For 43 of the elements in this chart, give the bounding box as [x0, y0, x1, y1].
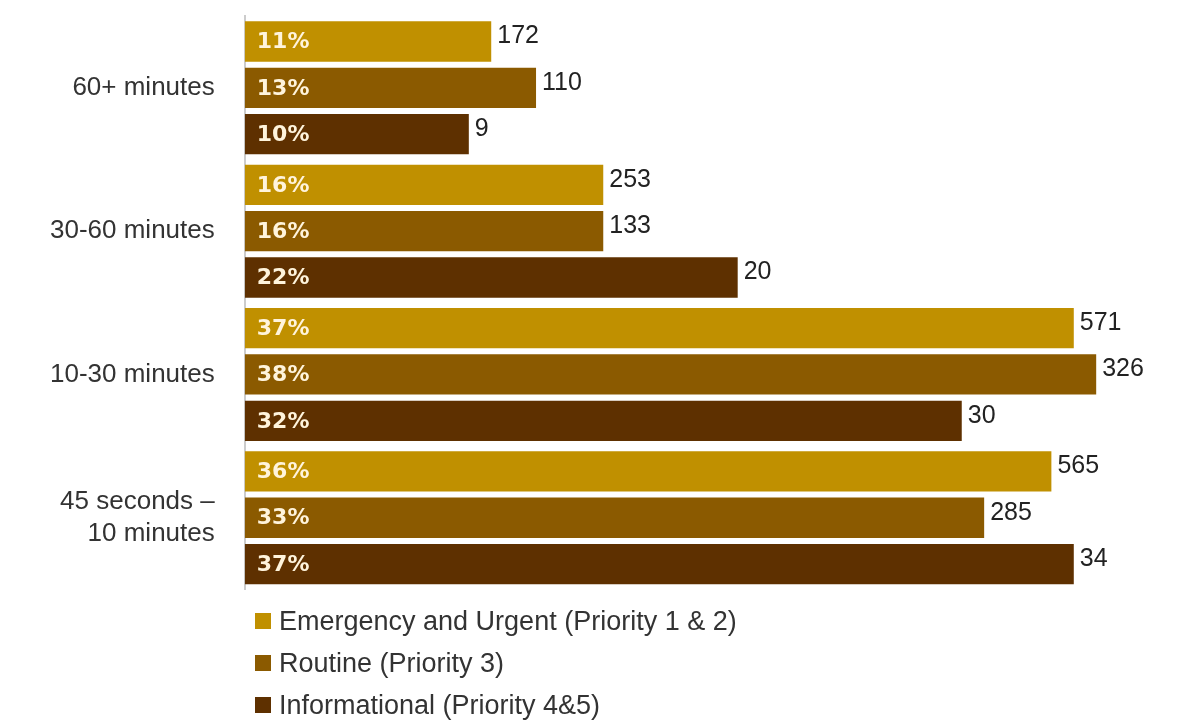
bar — [244, 354, 1097, 395]
annotation: 571 — [1079, 307, 1122, 336]
annotation: 253 — [609, 163, 651, 192]
bar — [244, 307, 1074, 349]
bar — [244, 257, 738, 298]
annotation: 133 — [609, 210, 651, 239]
legend-label: Emergency and Urgent (Priority 1 & 2) — [279, 605, 737, 637]
data-label: 37% — [256, 550, 310, 576]
data-label: 16% — [256, 217, 310, 243]
y-tick-label: 30-60 minutes — [49, 214, 215, 245]
y-tick-label: 60+ minutes — [72, 71, 215, 102]
annotation: 9 — [474, 113, 489, 142]
bar — [244, 114, 469, 155]
y-tick-label: 45 seconds – 10 minutes — [60, 485, 216, 547]
data-label: 13% — [256, 74, 310, 100]
text: 326 — [1102, 353, 1144, 382]
bar — [244, 21, 492, 62]
bar — [244, 211, 604, 252]
bar — [244, 497, 985, 538]
data-label: 32% — [256, 407, 310, 433]
annotation: 30 — [967, 399, 996, 428]
y-tick-label: 10-30 minutes — [49, 357, 215, 388]
annotation: 172 — [497, 20, 539, 49]
bar — [244, 400, 962, 441]
legend-label: Informational (Priority 4&5) — [279, 689, 601, 721]
data-label: 37% — [256, 314, 310, 340]
bar — [244, 67, 537, 109]
legend-label: Routine (Priority 3) — [279, 647, 505, 679]
data-label: 33% — [256, 504, 310, 530]
data-label: 10% — [256, 120, 310, 146]
annotation: 34 — [1079, 542, 1108, 571]
data-label: 38% — [256, 361, 310, 387]
annotation: 565 — [1057, 450, 1100, 479]
data-label: 16% — [256, 171, 310, 197]
data-label: 36% — [256, 458, 310, 484]
bar — [244, 164, 604, 205]
annotation: 110 — [542, 66, 582, 95]
bar — [244, 451, 1052, 492]
data-label: 11% — [256, 28, 310, 54]
annotation: 285 — [990, 496, 1032, 525]
bar — [244, 543, 1074, 585]
annotation: 20 — [743, 256, 772, 285]
data-label: 22% — [256, 264, 310, 290]
